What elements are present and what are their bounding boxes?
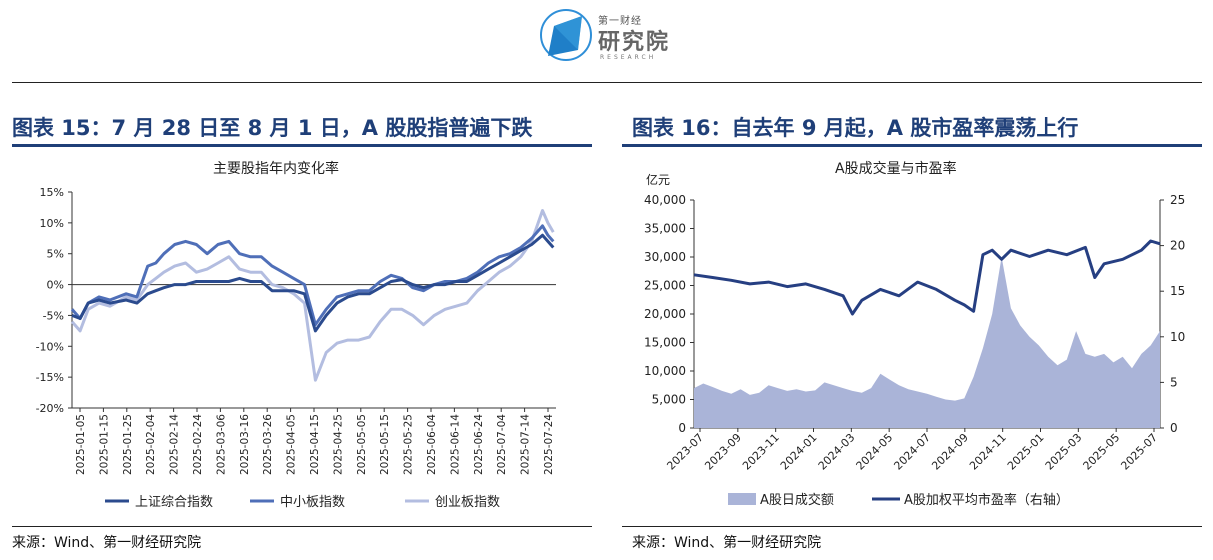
left-series-line-0 xyxy=(71,233,555,333)
right-yl-tick-label: 40,000 xyxy=(644,193,686,207)
right-title-rule xyxy=(622,144,1202,147)
left-x-tick-label: 2025-05-05 xyxy=(356,414,368,475)
left-x-tick-label: 2025-02-04 xyxy=(145,414,157,475)
right-source-rule xyxy=(622,526,1202,527)
left-series-line-1 xyxy=(70,224,555,327)
left-y-tick-label: -10% xyxy=(36,340,64,353)
right-legend-label-0: A股日成交额 xyxy=(760,492,834,508)
right-source: 来源：Wind、第一财经研究院 xyxy=(632,535,822,551)
right-x-tick-label: 2024-11 xyxy=(967,431,1009,473)
left-x-tick-label: 2025-04-25 xyxy=(332,414,344,475)
left-y-tick-label: 0% xyxy=(47,279,64,292)
left-x-tick-label: 2025-01-25 xyxy=(122,414,134,475)
right-area-series xyxy=(694,257,1160,428)
left-y-tick-label: -5% xyxy=(43,309,64,322)
left-source-rule xyxy=(12,526,592,527)
left-y-tick-label: -20% xyxy=(36,402,64,415)
left-x-tick-label: 2025-01-05 xyxy=(75,414,87,475)
left-x-tick-label: 2025-06-14 xyxy=(449,414,461,475)
right-x-tick-label: 2025-01 xyxy=(1005,431,1047,473)
logo-en-text: RESEARCH xyxy=(600,54,657,61)
left-y-tick-label: 10% xyxy=(40,217,64,230)
right-legend-label-1: A股加权平均市盈率（右轴） xyxy=(904,492,1069,508)
left-chart-title: 主要股指年内变化率 xyxy=(213,161,339,177)
right-x-tick-label: 2023-11 xyxy=(740,431,782,473)
right-yr-tick-label: 5 xyxy=(1170,375,1178,389)
right-x-tick-label: 2025-07 xyxy=(1118,431,1160,473)
right-x-tick-label: 2024-05 xyxy=(854,431,896,473)
right-x-tick-label: 2025-05 xyxy=(1081,431,1123,473)
right-yr-tick-label: 10 xyxy=(1170,330,1185,344)
left-line-chart: 15% 10% 5% 0% -5% -10% -15% -20% 2025-01-05 2025-… xyxy=(36,186,556,510)
left-x-tick-label: 2025-03-16 xyxy=(239,414,251,475)
left-x-tick-label: 2025-07-24 xyxy=(543,414,555,475)
right-yr-tick-label: 15 xyxy=(1170,284,1185,298)
left-x-tick-label: 2025-03-06 xyxy=(215,414,227,475)
right-x-tick-label: 2024-01 xyxy=(778,431,820,473)
right-x-tick-label: 2024-03 xyxy=(816,431,858,473)
header-divider xyxy=(12,82,1202,83)
right-legend-swatch-0 xyxy=(728,493,756,505)
left-y-tick-label: 5% xyxy=(47,248,64,261)
right-yr-tick-label: 0 xyxy=(1170,421,1178,435)
left-y-tick-label: 15% xyxy=(40,186,64,199)
right-yl-tick-label: 15,000 xyxy=(644,336,686,350)
left-x-tick-label: 2025-01-15 xyxy=(98,414,110,475)
right-figure-title: 图表 16：自去年 9 月起，A 股市盈率震荡上行 xyxy=(632,116,1079,140)
right-x-tick-label: 2024-07 xyxy=(891,431,933,473)
right-x-tick-label: 2024-09 xyxy=(929,431,971,473)
right-x-tick-label: 2023-09 xyxy=(702,431,744,473)
left-x-tick-label: 2025-02-14 xyxy=(169,414,181,475)
left-y-tick-label: -15% xyxy=(36,371,64,384)
right-yr-tick-label: 25 xyxy=(1170,193,1185,207)
left-source: 来源：Wind、第一财经研究院 xyxy=(12,535,202,551)
left-x-tick-label: 2025-03-26 xyxy=(262,414,274,475)
logo-small-text: 第一财经 xyxy=(598,16,642,27)
left-x-tick-label: 2025-07-04 xyxy=(496,414,508,475)
left-x-tick-label: 2025-06-04 xyxy=(426,414,438,475)
left-legend-label-1: 中小板指数 xyxy=(280,495,345,510)
right-x-tick-label: 2025-03 xyxy=(1043,431,1085,473)
research-logo: 第一财经 研究院 RESEARCH xyxy=(538,4,688,66)
right-chart-title: A股成交量与市盈率 xyxy=(835,161,957,177)
left-x-tick-label: 2025-02-24 xyxy=(192,414,204,475)
right-yl-tick-label: 30,000 xyxy=(644,250,686,264)
right-yl-tick-label: 10,000 xyxy=(644,364,686,378)
left-x-tick-label: 2025-07-14 xyxy=(520,414,532,475)
right-x-tick-label: 2023-07 xyxy=(664,431,706,473)
left-x-tick-label: 2025-04-05 xyxy=(286,414,298,475)
logo-big-text: 研究院 xyxy=(598,30,671,55)
right-yl-tick-label: 20,000 xyxy=(644,307,686,321)
right-y-left-unit: 亿元 xyxy=(646,172,670,187)
left-x-tick-label: 2025-06-24 xyxy=(473,414,485,475)
left-legend-label-2: 创业板指数 xyxy=(435,495,500,510)
right-yl-tick-label: 25,000 xyxy=(644,279,686,293)
right-pe-line xyxy=(693,239,1161,316)
left-x-tick-label: 2025-05-25 xyxy=(403,414,415,475)
right-yl-tick-label: 35,000 xyxy=(644,222,686,236)
right-yl-tick-label: 0 xyxy=(678,421,686,435)
left-figure-title: 图表 15：7 月 28 日至 8 月 1 日，A 股股指普遍下跌 xyxy=(12,116,533,140)
right-yl-tick-label: 5,000 xyxy=(652,393,686,407)
left-legend-label-0: 上证综合指数 xyxy=(135,495,213,510)
logo-emblem-icon xyxy=(540,9,592,61)
left-series-line-2 xyxy=(70,209,555,382)
left-title-rule xyxy=(12,144,592,147)
right-combo-chart: 亿元 40,000 35,000 30,000 25,000 20,000 15,000 10… xyxy=(644,172,1185,508)
right-yr-tick-label: 20 xyxy=(1170,239,1185,253)
left-x-tick-label: 2025-05-15 xyxy=(379,414,391,475)
left-x-tick-label: 2025-04-15 xyxy=(309,414,321,475)
